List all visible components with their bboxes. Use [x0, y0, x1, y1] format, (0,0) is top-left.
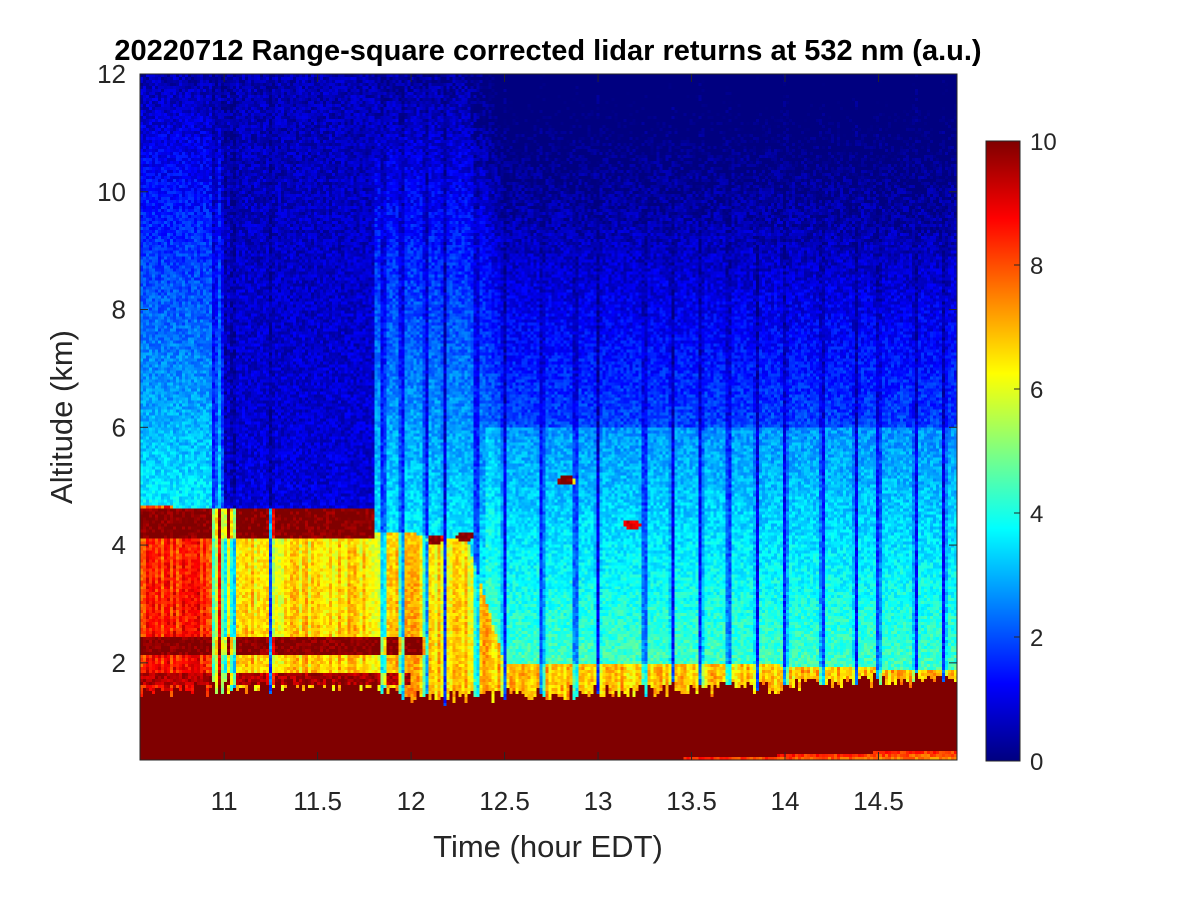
y-tick-label: 8: [112, 295, 126, 325]
colorbar-bar: [985, 140, 1021, 762]
colorbar: 0 2 4 6 8 10: [985, 129, 1057, 776]
plot-area: [139, 73, 958, 761]
y-tick-label: 6: [112, 412, 126, 442]
colorbar-tick-label: 8: [1030, 253, 1043, 280]
x-tick-label: 12.5: [479, 786, 530, 816]
plot-title: 20220712 Range-square corrected lidar re…: [114, 35, 981, 67]
x-tick-label: 12: [397, 786, 426, 816]
x-tick-label: 14.5: [853, 786, 904, 816]
colorbar-tick-label: 2: [1030, 625, 1043, 652]
x-tick-label: 14: [771, 786, 800, 816]
y-tick-label: 2: [112, 648, 126, 678]
colorbar-tick-label: 4: [1030, 501, 1043, 528]
y-axis-title: Altitude (km): [44, 330, 79, 504]
y-tick-label: 10: [97, 177, 126, 207]
y-axis: 2 4 6 8 10 12: [97, 59, 957, 678]
x-axis-title: Time (hour EDT): [433, 829, 663, 864]
y-tick-label: 12: [97, 59, 126, 89]
y-tick-label: 4: [112, 530, 126, 560]
x-axis: 11 11.5 12 12.5 13 13.5 14 14.5: [211, 74, 904, 816]
x-tick-label: 13: [584, 786, 613, 816]
plot-frame: [139, 73, 958, 761]
colorbar-tick-label: 6: [1030, 377, 1043, 404]
x-tick-label: 13.5: [666, 786, 717, 816]
x-tick-label: 11: [211, 786, 238, 816]
colorbar-tick-label: 10: [1030, 129, 1057, 156]
heatmap-image: [140, 74, 957, 760]
colorbar-tick-label: 0: [1030, 749, 1043, 776]
x-tick-label: 11.5: [293, 786, 342, 816]
colorbar-ticks: 0 2 4 6 8 10: [1014, 129, 1057, 776]
